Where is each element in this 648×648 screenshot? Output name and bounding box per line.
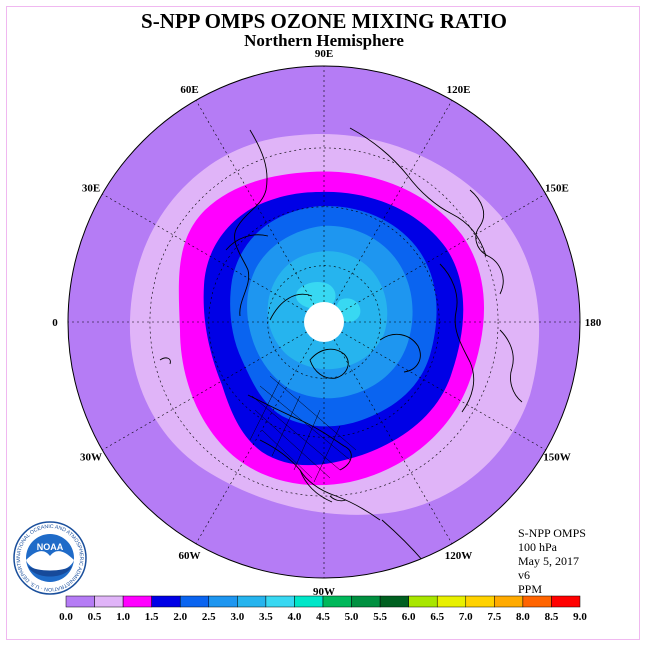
meridian-line: [333, 339, 453, 544]
color-scale-swatch: [294, 595, 324, 608]
color-scale-swatch: [494, 595, 524, 608]
north-america-grid: [249, 375, 357, 483]
info-instrument: S-NPP OMPS: [518, 526, 586, 540]
color-scale-label: 6.5: [430, 611, 444, 623]
longitude-label: 30W: [80, 452, 102, 464]
color-scale-labels: 0.0 0.5 1.0 1.5 2.0 2.5 3.0 3.5 4.0 4.5 5.0 5.5 6.0 6…: [59, 611, 587, 623]
logo-text: NOAA: [37, 542, 64, 552]
color-scale-label: 4.0: [288, 611, 302, 623]
ozone-field: [68, 66, 580, 578]
color-scale-label: 2.5: [202, 611, 216, 623]
meridian-line: [333, 100, 453, 305]
color-scale-label: 7.5: [487, 611, 501, 623]
color-scale-swatch: [208, 595, 238, 608]
color-scale-swatch: [522, 595, 552, 608]
latitude-circle: [149, 147, 499, 497]
color-scale-bar: [65, 595, 581, 608]
map-boundary: [67, 65, 581, 579]
longitude-label: 150W: [543, 452, 571, 464]
coastlines: [159, 127, 523, 563]
map-subtitle: Northern Hemisphere: [244, 31, 404, 50]
noaa-logo: NATIONAL OCEANIC AND ATMOSPHERIC ADMINIS…: [12, 520, 87, 595]
color-scale-label: 4.5: [316, 611, 330, 623]
color-scale-label: 1.0: [116, 611, 130, 623]
color-scale-label: 9.0: [573, 611, 587, 623]
info-date: May 5, 2017: [518, 554, 579, 568]
color-scale-swatch: [436, 595, 467, 608]
color-scale-label: 6.0: [402, 611, 416, 623]
longitude-label: 60W: [179, 550, 201, 562]
longitude-label: 150E: [545, 183, 569, 195]
longitude-label: 30E: [82, 183, 100, 195]
meridian-line: [341, 331, 546, 451]
color-scale-swatch: [551, 595, 581, 608]
longitude-label: 90E: [315, 48, 333, 60]
color-scale-label: 0.0: [59, 611, 73, 623]
info-units: PPM: [518, 582, 543, 596]
color-scale-label: 8.5: [545, 611, 559, 623]
meridian-line: [102, 331, 307, 451]
longitude-label: 0: [52, 317, 58, 329]
color-scale-label: 5.0: [345, 611, 359, 623]
color-scale-swatch: [122, 595, 152, 608]
color-scale-swatch: [322, 595, 352, 608]
meridian-line: [195, 100, 315, 305]
info-version: v6: [518, 568, 530, 582]
color-scale-swatch: [179, 595, 210, 608]
map-title: S-NPP OMPS OZONE MIXING RATIO: [141, 9, 507, 33]
wave-icon: [28, 566, 72, 577]
color-scale-label: 7.0: [459, 611, 473, 623]
color-scale-label: 3.5: [259, 611, 273, 623]
color-scale-swatch: [465, 595, 495, 608]
color-scale-label: 2.0: [173, 611, 187, 623]
seagull-icon: [26, 551, 74, 572]
color-scale-swatch: [151, 595, 181, 608]
color-scale-swatch: [265, 595, 295, 608]
longitude-label: 120E: [447, 84, 471, 96]
graticule: [68, 66, 580, 578]
color-scale-label: 5.5: [373, 611, 387, 623]
meridian-line: [195, 339, 315, 544]
color-scale-label: 8.0: [516, 611, 530, 623]
page-frame: [6, 6, 640, 640]
longitude-label: 180: [585, 317, 602, 329]
color-scale-swatch: [94, 595, 124, 608]
longitude-label: 90W: [313, 586, 335, 598]
longitude-label: 60E: [180, 84, 198, 96]
info-level: 100 hPa: [518, 540, 557, 554]
meridian-line: [341, 193, 546, 313]
color-scale-label: 1.5: [145, 611, 159, 623]
color-scale-swatch: [379, 595, 409, 608]
color-scale-label: 3.0: [230, 611, 244, 623]
color-scale-swatch: [65, 595, 95, 608]
color-scale-swatch: [237, 595, 267, 608]
longitude-label: 120W: [445, 550, 473, 562]
longitude-labels: 90E 60E 30E 0 30W 60W 90W 120W 150W 180 150E 120E: [52, 48, 602, 598]
color-scale-swatch: [408, 595, 438, 608]
meridian-line: [102, 193, 307, 313]
polar-no-data-disk: [304, 302, 344, 342]
color-scale-label: 0.5: [88, 611, 102, 623]
color-scale-swatch: [351, 595, 381, 608]
